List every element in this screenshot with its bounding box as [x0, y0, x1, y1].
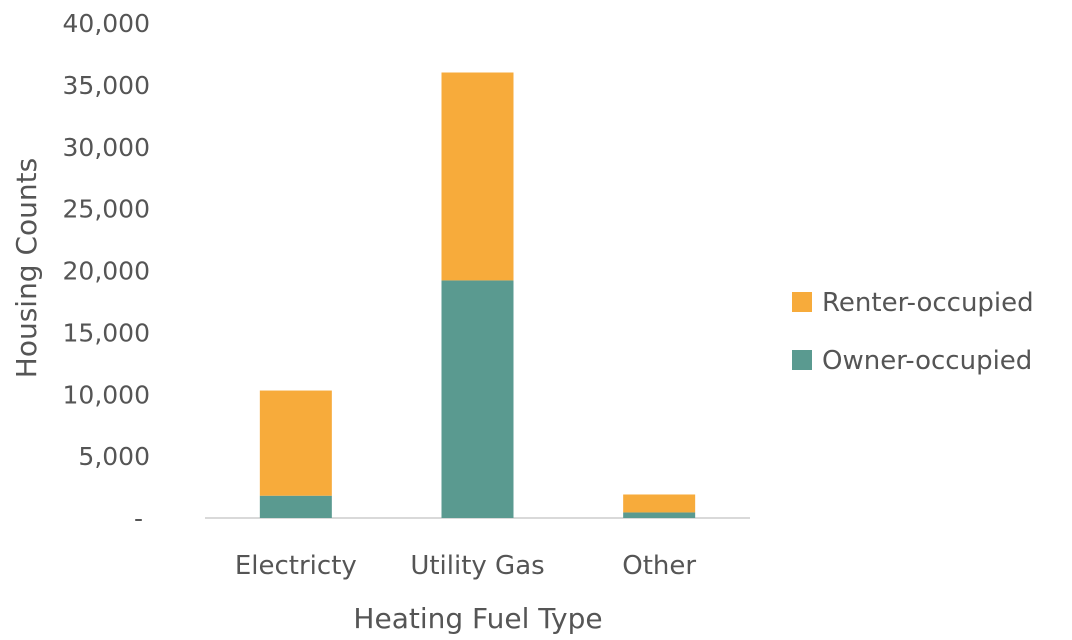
y-tick-label: 10,000	[63, 380, 150, 409]
y-tick-label: 20,000	[63, 257, 150, 286]
x-axis-ticks: Electricty Utility Gas Other	[235, 551, 697, 581]
y-axis-ticks: - 5,000 10,000 15,000 20,000 25,000 30,000 35,0…	[63, 9, 150, 533]
legend-label-renter-occupied: Renter-occupied	[822, 288, 1034, 318]
y-tick-label: 25,000	[63, 195, 150, 224]
bar-renter-occupied-other	[623, 494, 696, 513]
y-tick-label: 35,000	[63, 71, 150, 100]
x-axis-title: Heating Fuel Type	[353, 602, 602, 635]
bar-renter-occupied-electricty	[259, 390, 332, 496]
bar-renter-occupied-utility-gas	[441, 72, 514, 281]
y-tick-label: 5,000	[78, 442, 150, 471]
y-tick-label: 30,000	[63, 133, 150, 162]
legend-swatch-renter-occupied	[792, 292, 812, 312]
x-tick-label: Other	[622, 551, 696, 581]
legend: Renter-occupied Owner-occupied	[792, 288, 1034, 376]
bars	[259, 72, 696, 518]
y-axis-title: Housing Counts	[10, 158, 43, 378]
legend-label-owner-occupied: Owner-occupied	[822, 346, 1032, 376]
y-tick-label: 40,000	[63, 9, 150, 38]
x-tick-label: Utility Gas	[410, 551, 544, 581]
y-tick-label: 15,000	[63, 318, 150, 347]
bar-owner-occupied-utility-gas	[441, 280, 514, 518]
legend-swatch-owner-occupied	[792, 350, 812, 370]
bar-owner-occupied-electricty	[259, 495, 332, 518]
y-tick-label: -	[134, 504, 143, 533]
bar-owner-occupied-other	[623, 512, 696, 518]
x-tick-label: Electricty	[235, 551, 357, 581]
